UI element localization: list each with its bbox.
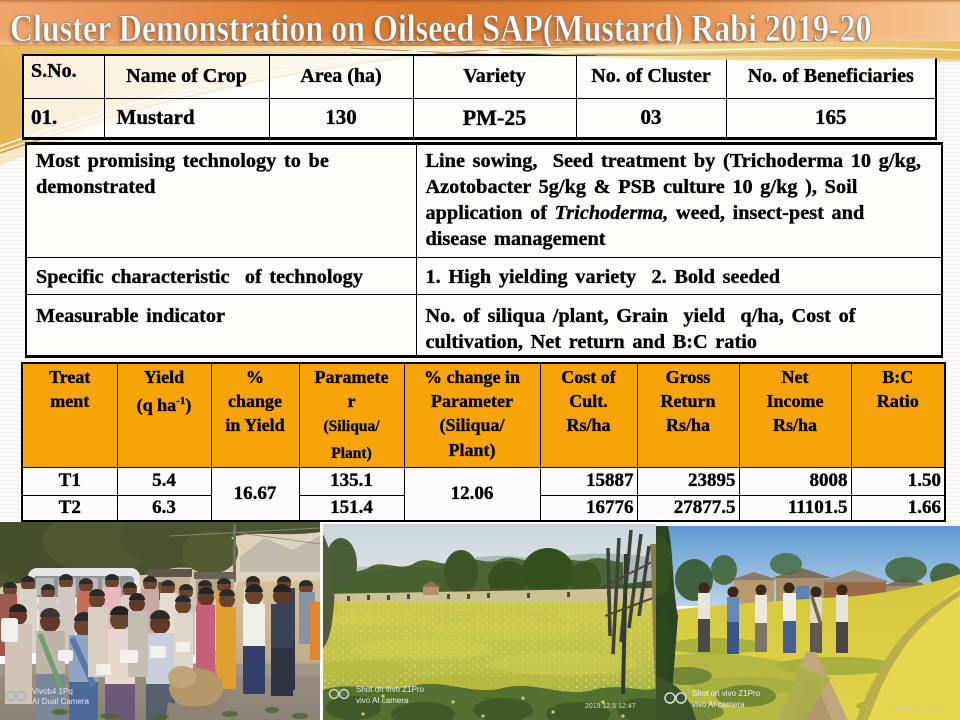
svg-text:vivo AI camera: vivo AI camera	[356, 696, 409, 705]
svg-text:2019.12.5 12:47: 2019.12.5 12:47	[585, 703, 636, 710]
svg-text:Shot on vivo Z1Pro: Shot on vivo Z1Pro	[692, 689, 761, 698]
svg-text:AI Dual Camera: AI Dual Camera	[32, 697, 89, 706]
svg-text:Shot on vivo Z1Pro: Shot on vivo Z1Pro	[356, 685, 425, 694]
svg-text:Vivob4 1Pq: Vivob4 1Pq	[32, 687, 73, 696]
svg-text:vivo AI camera: vivo AI camera	[692, 700, 745, 709]
svg-text:2019.12.5 12:47: 2019.12.5 12:47	[892, 707, 943, 714]
